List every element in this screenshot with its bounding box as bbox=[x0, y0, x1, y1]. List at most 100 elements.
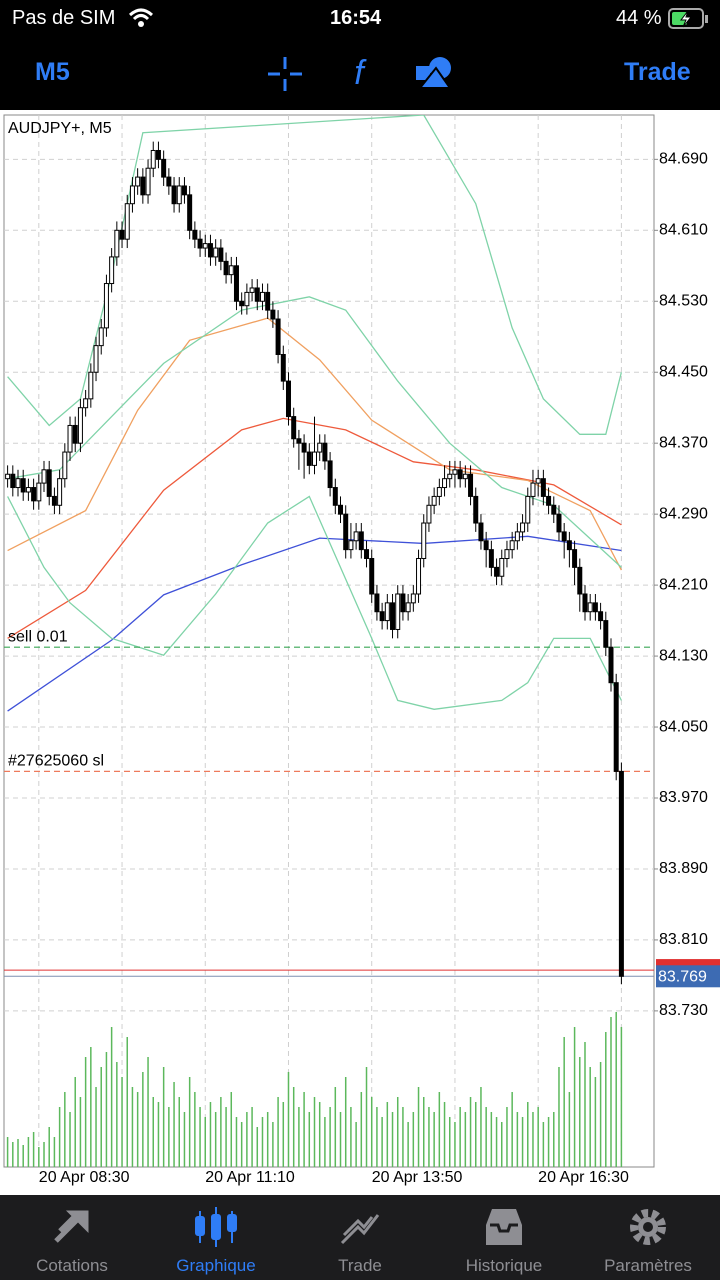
candle-body bbox=[244, 291, 250, 307]
candle-body bbox=[551, 504, 557, 515]
tab-icon bbox=[195, 1207, 237, 1247]
candle-body bbox=[618, 770, 624, 977]
candle-body bbox=[275, 318, 281, 355]
candle-body bbox=[535, 478, 541, 484]
candle-body bbox=[145, 167, 151, 196]
candle-body bbox=[343, 513, 349, 551]
candle-body bbox=[150, 149, 156, 169]
y-tick-label: 83.970 bbox=[659, 789, 708, 806]
tab[interactable]: Trade bbox=[288, 1195, 432, 1280]
x-tick-label: 20 Apr 13:50 bbox=[372, 1169, 463, 1186]
tab-label: Historique bbox=[465, 1256, 543, 1275]
y-tick-label: 83.810 bbox=[659, 931, 708, 948]
candle-body bbox=[494, 566, 500, 577]
candle-body bbox=[478, 522, 484, 542]
candle-body bbox=[473, 495, 479, 524]
candle-body bbox=[400, 593, 406, 613]
candle-body bbox=[296, 438, 302, 444]
candle-body bbox=[228, 265, 234, 276]
candle-body bbox=[520, 522, 526, 533]
candle-body bbox=[613, 682, 619, 772]
candle-body bbox=[504, 549, 510, 560]
candle-body bbox=[509, 540, 515, 551]
candle-body bbox=[358, 531, 364, 551]
chart-title: AUDJPY+, M5 bbox=[8, 120, 112, 137]
candle-body bbox=[499, 558, 505, 577]
candle-body bbox=[312, 451, 317, 466]
y-tick-label: 84.290 bbox=[659, 505, 708, 522]
candle-body bbox=[416, 558, 422, 595]
indicators-button[interactable]: f bbox=[344, 52, 374, 94]
objects-button[interactable] bbox=[414, 54, 454, 92]
tab[interactable]: Historique bbox=[432, 1195, 576, 1280]
battery-text: 44 % bbox=[616, 7, 662, 29]
bid-marker bbox=[656, 965, 720, 988]
candle-body bbox=[98, 327, 104, 347]
order-label: sell 0.01 bbox=[8, 628, 68, 645]
candle-body bbox=[10, 473, 16, 489]
candle-body bbox=[5, 473, 11, 480]
candle-body bbox=[603, 620, 609, 648]
candle-body bbox=[390, 602, 396, 630]
candle-body bbox=[114, 229, 120, 258]
carrier: Pas de SIM bbox=[12, 7, 116, 29]
indicator-line bbox=[7, 495, 622, 710]
tab-icon bbox=[340, 1214, 380, 1245]
tab-label: Trade bbox=[338, 1256, 382, 1275]
candle-body bbox=[384, 602, 390, 622]
y-tick-label: 84.530 bbox=[659, 292, 708, 309]
candle-body bbox=[176, 185, 182, 205]
candle-body bbox=[608, 646, 614, 684]
candle-body bbox=[374, 593, 380, 613]
candle-body bbox=[124, 203, 130, 240]
candle-body bbox=[348, 540, 354, 551]
y-tick-label: 84.450 bbox=[659, 363, 708, 380]
candle-body bbox=[213, 247, 219, 258]
candle-body bbox=[566, 540, 572, 551]
y-tick-label: 83.730 bbox=[659, 1002, 708, 1019]
candle-body bbox=[364, 549, 370, 560]
candle-body bbox=[197, 238, 203, 249]
candle-body bbox=[280, 353, 286, 382]
candle-body bbox=[431, 495, 437, 506]
candle-body bbox=[587, 602, 593, 613]
candle-body bbox=[327, 460, 333, 489]
y-tick-label: 84.610 bbox=[659, 222, 708, 239]
candle-body bbox=[442, 478, 448, 489]
tab-label: Graphique bbox=[176, 1256, 256, 1275]
tab[interactable]: Graphique bbox=[144, 1195, 288, 1280]
candle-body bbox=[129, 185, 135, 205]
candle-body bbox=[171, 185, 177, 205]
trade-button[interactable]: Trade bbox=[624, 58, 691, 86]
candle-body bbox=[25, 487, 31, 493]
timeframe-button[interactable]: M5 bbox=[35, 58, 70, 86]
indicator-line bbox=[7, 115, 623, 435]
crosshair-button[interactable] bbox=[266, 55, 304, 93]
indicator-line bbox=[7, 296, 622, 568]
candle-body bbox=[592, 602, 598, 613]
candle-body bbox=[259, 291, 265, 302]
candle-body bbox=[254, 287, 260, 302]
candle-body bbox=[332, 487, 338, 506]
candle-body bbox=[468, 473, 474, 497]
candle-body bbox=[67, 424, 73, 453]
candle-body bbox=[239, 300, 245, 307]
tab[interactable]: Cotations bbox=[0, 1195, 144, 1280]
candle-body bbox=[207, 243, 213, 258]
candle-body bbox=[540, 478, 546, 497]
candle-body bbox=[598, 611, 604, 622]
candle-body bbox=[57, 478, 63, 506]
y-tick-label: 84.210 bbox=[659, 576, 708, 593]
candle-body bbox=[338, 504, 344, 515]
candle-body bbox=[514, 531, 520, 542]
y-tick-label: 84.370 bbox=[659, 434, 708, 451]
tab-bar: Cotations Graphique Trade Historique Par… bbox=[0, 1195, 720, 1280]
x-tick-label: 20 Apr 11:10 bbox=[205, 1169, 295, 1186]
y-tick-label: 84.050 bbox=[659, 718, 708, 735]
candle-body bbox=[556, 513, 562, 533]
candle-body bbox=[426, 504, 432, 524]
tab[interactable]: Paramètres bbox=[576, 1195, 720, 1280]
candle-body bbox=[301, 442, 307, 453]
candle-body bbox=[72, 424, 78, 444]
